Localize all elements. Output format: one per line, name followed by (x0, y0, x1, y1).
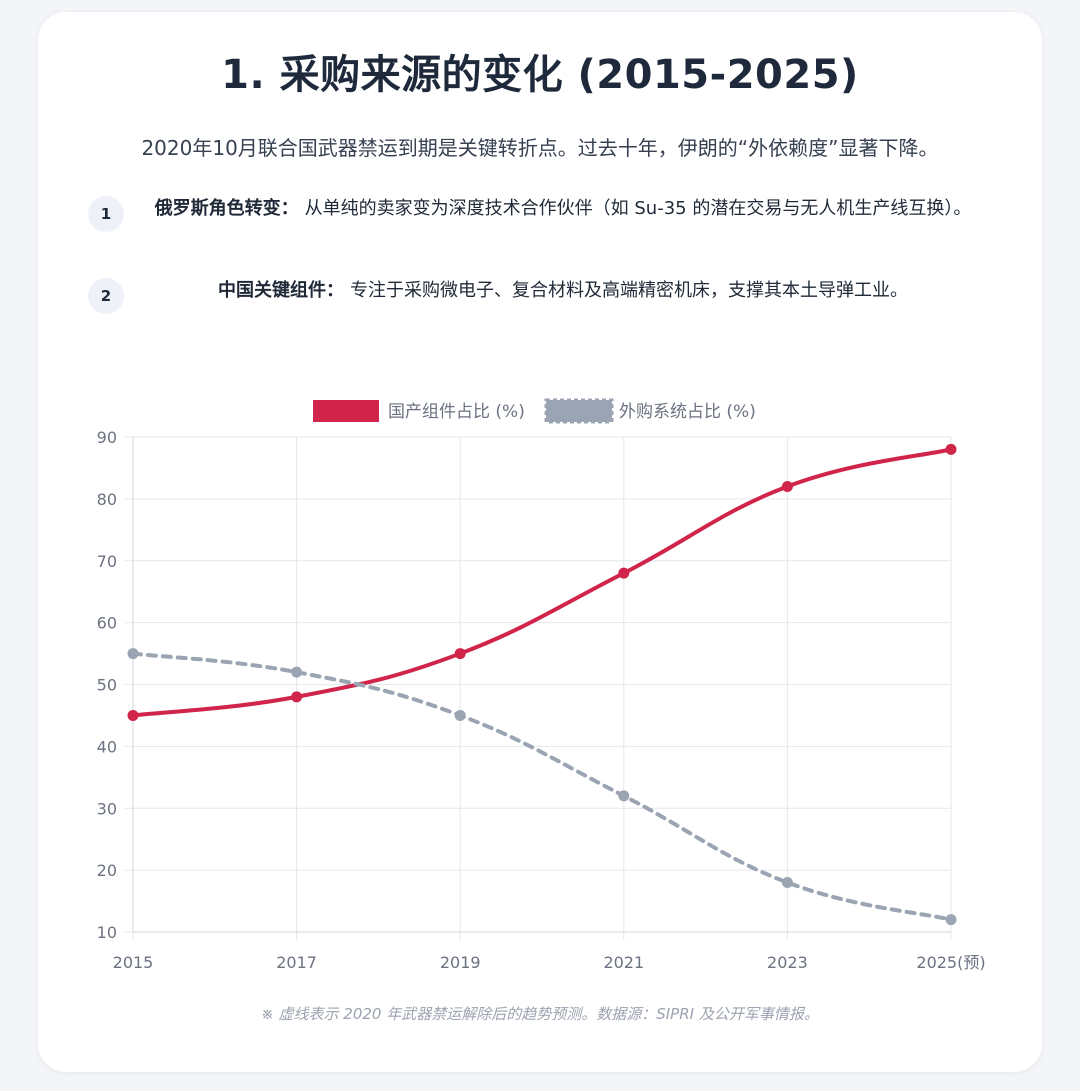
y-tick-label: 50 (97, 676, 117, 695)
point-label: 俄罗斯角色转变： (154, 198, 299, 219)
data-point (618, 790, 630, 802)
point-label: 中国关键组件： (218, 280, 344, 301)
page-title: 1. 采购来源的变化 (2015-2025) (221, 52, 859, 98)
data-point (945, 914, 957, 926)
data-point (781, 877, 793, 888)
y-tick-label: 40 (97, 737, 117, 756)
point-text: 俄罗斯角色转变： 从单纯的卖家变为深度技术合作伙伴（如 Su-35 的潜在交易与无… (138, 194, 988, 224)
point-body: 专注于采购微电子、复合材料及高端精密机床，支撑其本土导弹工业。 (350, 280, 908, 301)
point-number-badge: 1 (88, 196, 124, 232)
y-tick-label: 20 (97, 861, 117, 880)
legend-label: 外购系统占比 (%) (619, 402, 756, 422)
data-point (781, 481, 793, 492)
data-point (454, 709, 466, 721)
data-point (454, 648, 466, 660)
point-item: 1 俄罗斯角色转变： 从单纯的卖家变为深度技术合作伙伴（如 Su-35 的潜在交易… (88, 194, 988, 258)
point-body: 从单纯的卖家变为深度技术合作伙伴（如 Su-35 的潜在交易与无人机生产线互换）… (304, 198, 972, 219)
series-line-2 (131, 651, 953, 922)
y-tick-label: 80 (97, 490, 117, 509)
series-line-1 (131, 447, 953, 718)
point-item: 2 中国关键组件： 专注于采购微电子、复合材料及高端精密机床，支撑其本土导弹工业。 (88, 276, 988, 316)
y-tick-label: 30 (97, 799, 117, 818)
intro-text: 2020年10月联合国武器禁运到期是关键转折点。过去十年，伊朗的“外依赖度”显著… (141, 136, 939, 160)
x-tick-label: 2017 (276, 953, 317, 972)
footnote: ※ 虚线表示 2020 年武器禁运解除后的趋势预测。数据源：SIPRI 及公开军… (261, 1005, 819, 1023)
data-point (127, 709, 139, 721)
content-card (38, 12, 1042, 1072)
x-tick-label: 2025(预) (916, 953, 985, 972)
legend-swatch (313, 400, 379, 422)
data-point (127, 648, 139, 660)
x-tick-label: 2023 (767, 953, 808, 972)
y-tick-label: 90 (97, 428, 117, 447)
point-text: 中国关键组件： 专注于采购微电子、复合材料及高端精密机床，支撑其本土导弹工业。 (138, 276, 988, 306)
data-point (291, 691, 303, 703)
x-tick-label: 2019 (440, 953, 481, 972)
legend-swatch (544, 398, 614, 424)
data-point (291, 666, 303, 678)
point-number-badge: 2 (88, 278, 124, 314)
x-tick-label: 2015 (113, 953, 154, 972)
data-point (945, 443, 957, 455)
y-tick-label: 10 (97, 923, 117, 942)
line-chart: 10 20 30 40 50 60 70 80 90 2015 2017 2019 2021 2023 20… (97, 398, 986, 972)
legend-label: 国产组件占比 (%) (388, 402, 525, 422)
y-tick-label: 70 (97, 552, 117, 571)
x-tick-label: 2021 (603, 953, 644, 972)
data-point (618, 567, 630, 579)
y-tick-label: 60 (97, 614, 117, 633)
